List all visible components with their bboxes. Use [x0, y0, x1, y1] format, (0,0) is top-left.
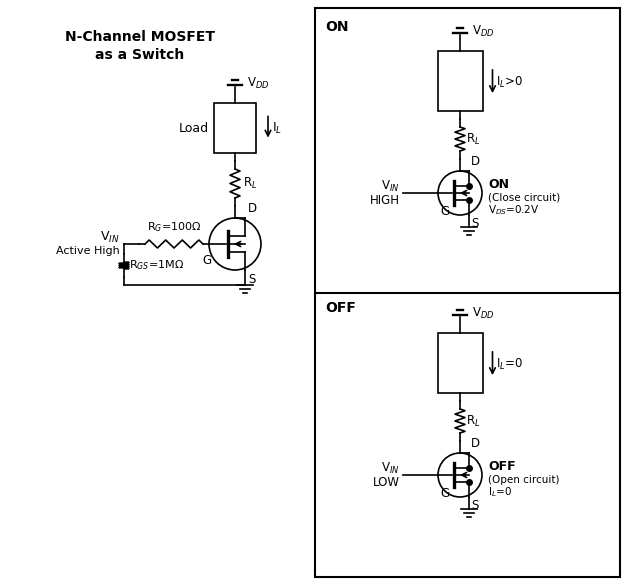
Text: D: D — [471, 437, 480, 450]
Text: N-Channel MOSFET: N-Channel MOSFET — [65, 30, 215, 44]
Text: V$_{DD}$: V$_{DD}$ — [247, 75, 269, 91]
Text: OFF: OFF — [488, 460, 516, 473]
Bar — [438, 51, 482, 111]
Text: R$_G$=100Ω: R$_G$=100Ω — [146, 220, 202, 234]
Text: V$_{DS}$=0.2V: V$_{DS}$=0.2V — [488, 203, 539, 217]
Text: I$_L$=0: I$_L$=0 — [488, 485, 512, 499]
Text: (Open circuit): (Open circuit) — [488, 475, 560, 485]
Text: I$_L$=0: I$_L$=0 — [497, 357, 524, 372]
Bar — [438, 333, 482, 393]
Text: S: S — [248, 273, 256, 286]
Text: I$_L$>0: I$_L$>0 — [497, 75, 524, 90]
Text: D: D — [471, 155, 480, 168]
Text: as a Switch: as a Switch — [95, 48, 185, 62]
Text: R$_L$: R$_L$ — [466, 132, 480, 147]
Text: ON: ON — [488, 178, 509, 191]
Text: R$_L$: R$_L$ — [243, 176, 257, 191]
Bar — [214, 103, 256, 153]
Text: D: D — [248, 202, 257, 215]
Text: R$_{GS}$=1MΩ: R$_{GS}$=1MΩ — [129, 259, 184, 273]
Text: G: G — [440, 487, 449, 500]
Text: Active High: Active High — [57, 246, 120, 256]
Text: HIGH: HIGH — [370, 194, 400, 207]
Text: I$_L$: I$_L$ — [272, 121, 282, 136]
Text: V$_{DD}$: V$_{DD}$ — [472, 305, 494, 321]
Text: S: S — [471, 499, 479, 512]
Text: R$_L$: R$_L$ — [466, 414, 480, 429]
Text: Load: Load — [179, 122, 209, 135]
Text: S: S — [471, 217, 479, 230]
Text: V$_{DD}$: V$_{DD}$ — [472, 23, 494, 39]
Text: V$_{IN}$: V$_{IN}$ — [381, 178, 400, 194]
Text: (Close circuit): (Close circuit) — [488, 193, 560, 203]
Text: ON: ON — [325, 20, 349, 34]
Text: G: G — [202, 254, 212, 267]
Text: V$_{IN}$: V$_{IN}$ — [381, 460, 400, 476]
Text: OFF: OFF — [325, 301, 356, 315]
Bar — [315, 8, 620, 577]
Text: LOW: LOW — [373, 476, 400, 488]
Text: G: G — [440, 205, 449, 218]
Text: V$_{IN}$: V$_{IN}$ — [100, 229, 120, 245]
